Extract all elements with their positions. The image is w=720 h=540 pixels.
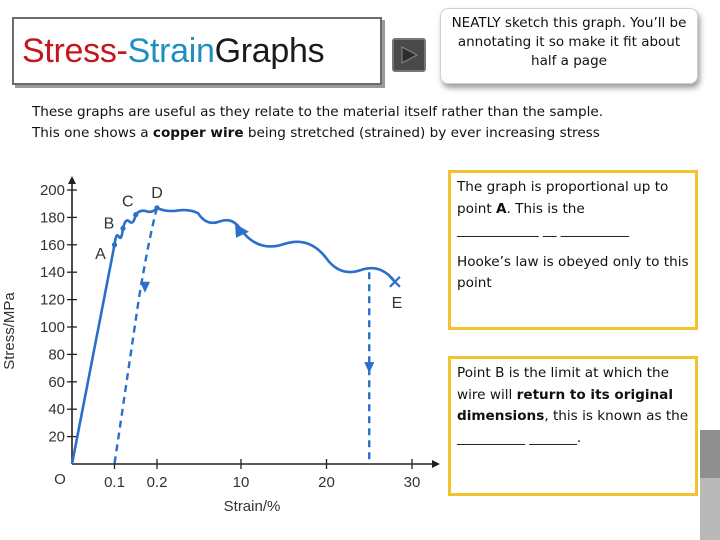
y-tick-label: 100 xyxy=(40,319,65,336)
intro-copper-wire: copper wire xyxy=(152,125,244,141)
chart-ticks: 20 40 60 80 100 120 140 160 180 200 0.1 0.2 10 20 30 O S… xyxy=(1,182,420,515)
intro-line-2-end: being stretched (strained) by ever incre… xyxy=(243,125,600,141)
elastic-limit-box: Point B is the limit at which the wire w… xyxy=(448,356,698,496)
slide-title: Stress- Strain Graphs xyxy=(12,17,382,85)
point-e-marker xyxy=(389,276,401,288)
y-tick-label: 80 xyxy=(48,346,65,363)
point-b-marker xyxy=(120,225,126,231)
title-word-graphs: Graphs xyxy=(214,31,325,70)
box-b-bold: return to its original dimensions xyxy=(457,386,674,425)
y-tick-label: 60 xyxy=(48,374,65,391)
point-a-label: A xyxy=(95,246,106,263)
x-axis-title: Strain/% xyxy=(224,498,281,515)
y-tick-label: 120 xyxy=(40,292,65,309)
y-tick-label: 40 xyxy=(48,401,65,418)
y-tick-label: 160 xyxy=(40,237,65,254)
box-a-hookes-law: Hooke’s law is obeyed only to this point xyxy=(457,253,689,292)
point-c-marker xyxy=(133,212,139,218)
proportional-limit-box: The graph is proportional up to point A.… xyxy=(448,170,698,330)
x-tick-label: 30 xyxy=(404,474,421,491)
box-a-sentence: The graph is proportional up to point A.… xyxy=(457,177,689,220)
title-word-stress: Stress- xyxy=(22,31,128,70)
x-tick-label: 0.1 xyxy=(104,474,125,491)
y-tick-label: 180 xyxy=(40,209,65,226)
intro-line-2: This one shows a copper wire being stret… xyxy=(32,123,692,144)
unloading-arrow xyxy=(364,362,375,374)
sketch-instruction-note: NEATLY sketch this graph. You’ll be anno… xyxy=(440,8,698,84)
y-axis-arrow xyxy=(68,176,76,184)
play-button[interactable] xyxy=(392,38,426,72)
point-c-label: C xyxy=(122,194,134,211)
box-a-blank: ____________ __ __________ xyxy=(457,222,629,238)
chart-axes xyxy=(68,176,440,468)
play-icon xyxy=(401,46,419,64)
chart-curves xyxy=(70,206,396,465)
y-tick-label: 200 xyxy=(40,182,65,199)
y-tick-label: 20 xyxy=(48,429,65,446)
box-b-text-start: Point B is the limit at which the wire w… xyxy=(457,365,669,403)
intro-line-1: These graphs are useful as they relate t… xyxy=(32,104,604,120)
edge-decoration-light xyxy=(700,478,720,540)
x-axis-arrow xyxy=(432,460,440,468)
point-d-label: D xyxy=(151,185,163,202)
x-tick-label: 20 xyxy=(318,474,335,491)
title-word-strain: Strain xyxy=(127,31,215,70)
curve-direction-arrow xyxy=(235,223,249,238)
origin-label: O xyxy=(54,471,66,488)
intro-line-2-start: This one shows a xyxy=(32,125,153,141)
point-a-marker xyxy=(111,242,118,248)
unloading-arrow xyxy=(140,281,150,293)
y-axis-title: Stress/MPa xyxy=(1,292,18,370)
point-e-label: E xyxy=(392,295,403,312)
box-a-text-end: . This is the xyxy=(506,200,585,217)
x-tick-label: 10 xyxy=(233,474,250,491)
point-b-label: B xyxy=(104,215,115,232)
box-a-text-start: The graph is proportional up to point xyxy=(457,179,669,217)
box-b-text-end: , this is known as the __________ ______… xyxy=(457,408,689,446)
intro-text: These graphs are useful as they relate t… xyxy=(32,102,692,144)
y-tick-label: 140 xyxy=(40,264,65,281)
unloading-line-elastic xyxy=(113,207,159,465)
x-tick-label: 0.2 xyxy=(147,474,168,491)
point-d-marker xyxy=(154,205,160,211)
stress-strain-chart: 20 40 60 80 100 120 140 160 180 200 0.1 0.2 10 20 30 O S… xyxy=(1,176,440,515)
box-a-point: A xyxy=(496,200,507,217)
loading-curve xyxy=(70,206,396,465)
